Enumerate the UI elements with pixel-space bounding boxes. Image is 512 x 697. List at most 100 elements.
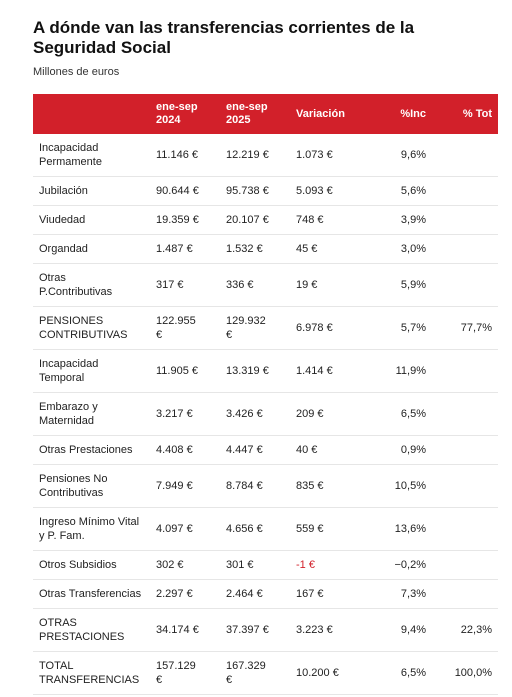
table-cell: 301 € xyxy=(222,550,292,580)
table-cell xyxy=(430,349,498,393)
table-cell: 2.464 € xyxy=(222,579,292,609)
table-cell: 45 € xyxy=(292,234,375,264)
table-cell: 3,9% xyxy=(375,205,430,235)
table-row: Incapacidad Temporal 11.905 €13.319 €1.41… xyxy=(33,349,498,393)
table-cell: Otras Transferencias xyxy=(33,579,152,609)
table-row: Viudedad 19.359 €20.107 €748 €3,9% xyxy=(33,205,498,235)
table-cell: Otras P.Contributivas xyxy=(33,263,152,307)
table-row: Pensiones No Contributivas 7.949 €8.784 €… xyxy=(33,464,498,508)
table-cell xyxy=(430,464,498,508)
table-row: Otras Prestaciones 4.408 €4.447 €40 €0,9% xyxy=(33,435,498,465)
table-cell: TOTAL TRANSFERENCIAS xyxy=(33,651,152,695)
table-cell xyxy=(430,134,498,177)
table-cell: 7,3% xyxy=(375,579,430,609)
table-cell: 6,5% xyxy=(375,651,430,695)
column-header: ene-sep 2024 xyxy=(152,94,222,134)
table-cell: 6.978 € xyxy=(292,306,375,350)
table-cell: 11,9% xyxy=(375,349,430,393)
table-cell: 13.319 € xyxy=(222,349,292,393)
table-cell: 77,7% xyxy=(430,306,498,350)
title: A dónde van las transferencias corriente… xyxy=(33,18,415,57)
table-cell: 40 € xyxy=(292,435,375,465)
table-cell xyxy=(430,176,498,206)
table-cell: 5.093 € xyxy=(292,176,375,206)
table-cell: 1.487 € xyxy=(152,234,222,264)
table-cell xyxy=(430,550,498,580)
table-cell: 559 € xyxy=(292,507,375,551)
table-cell: 748 € xyxy=(292,205,375,235)
table-cell: 8.784 € xyxy=(222,464,292,508)
table-cell: Pensiones No Contributivas xyxy=(33,464,152,508)
table-cell: 11.905 € xyxy=(152,349,222,393)
table-cell: −0,2% xyxy=(375,550,430,580)
table-cell: 4.408 € xyxy=(152,435,222,465)
table-cell: 4.447 € xyxy=(222,435,292,465)
table-cell: 167 € xyxy=(292,579,375,609)
table-cell: 22,3% xyxy=(430,608,498,652)
table-cell: OTRAS PRESTACIONES xyxy=(33,608,152,652)
table-cell: Organdad xyxy=(33,234,152,264)
table-cell: 317 € xyxy=(152,263,222,307)
table-cell xyxy=(430,507,498,551)
header-row: ene-sep 2024 ene-sep 2025 Variación %Inc% T… xyxy=(33,94,498,134)
table-cell: 6,5% xyxy=(375,392,430,436)
table-cell: 5,7% xyxy=(375,306,430,350)
column-header: %Inc xyxy=(375,94,430,134)
table-cell: 302 € xyxy=(152,550,222,580)
table-cell: Incapacidad Temporal xyxy=(33,349,152,393)
table-cell: 5,9% xyxy=(375,263,430,307)
subtitle: Millones de euros xyxy=(33,66,120,78)
table-cell: 11.146 € xyxy=(152,134,222,177)
table-cell xyxy=(430,205,498,235)
table-cell: Embarazo y Maternidad xyxy=(33,392,152,436)
table-row: Otras Transferencias 2.297 €2.464 €167 €7… xyxy=(33,579,498,609)
table-row: Otras P.Contributivas 317 €336 €19 €5,9% xyxy=(33,263,498,307)
table-cell: 122.955 € xyxy=(152,306,222,350)
table-cell: 13,6% xyxy=(375,507,430,551)
table-cell: 9,6% xyxy=(375,134,430,177)
table-cell: 3,0% xyxy=(375,234,430,264)
table-cell: 19.359 € xyxy=(152,205,222,235)
column-header: % Tot xyxy=(430,94,498,134)
table-row: OTRAS PRESTACIONES 34.174 €37.397 €3.223 … xyxy=(33,608,498,652)
table-row: Incapacidad Permamente 11.146 €12.219 €1.… xyxy=(33,134,498,177)
table-cell: Ingreso Mínimo Vital y P. Fam. xyxy=(33,507,152,551)
table-cell: Incapacidad Permamente xyxy=(33,134,152,177)
table-row: Embarazo y Maternidad 3.217 €3.426 €209 €… xyxy=(33,392,498,436)
table-row: Jubilación 90.644 €95.738 €5.093 €5,6% xyxy=(33,176,498,206)
table-cell: 34.174 € xyxy=(152,608,222,652)
table-cell: 4.656 € xyxy=(222,507,292,551)
table-cell: 336 € xyxy=(222,263,292,307)
table-row: TOTAL TRANSFERENCIAS 157.129 €167.329 €10… xyxy=(33,651,498,695)
table-row: Organdad 1.487 €1.532 €45 €3,0% xyxy=(33,234,498,264)
table-cell: Otros Subsidios xyxy=(33,550,152,580)
table-cell: Viudedad xyxy=(33,205,152,235)
table-cell xyxy=(430,234,498,264)
table-cell: 1.414 € xyxy=(292,349,375,393)
table-cell xyxy=(430,579,498,609)
table-row: Otros Subsidios 302 €301 € -1 € −0,2% xyxy=(33,550,498,580)
table-cell: 37.397 € xyxy=(222,608,292,652)
column-header: ene-sep 2025 xyxy=(222,94,292,134)
table-cell: 1.532 € xyxy=(222,234,292,264)
table-cell: 209 € xyxy=(292,392,375,436)
table-cell: 4.097 € xyxy=(152,507,222,551)
table-cell: 5,6% xyxy=(375,176,430,206)
table-cell xyxy=(430,435,498,465)
table-cell xyxy=(430,263,498,307)
table-cell: 100,0% xyxy=(430,651,498,695)
table-cell: 7.949 € xyxy=(152,464,222,508)
data-table: ene-sep 2024 ene-sep 2025 Variación %Inc% T… xyxy=(33,94,498,695)
table-cell: 3.223 € xyxy=(292,608,375,652)
column-header xyxy=(33,94,152,134)
table-cell: Jubilación xyxy=(33,176,152,206)
table-cell: 835 € xyxy=(292,464,375,508)
table-cell: 9,4% xyxy=(375,608,430,652)
table-cell: 2.297 € xyxy=(152,579,222,609)
table-row: PENSIONES CONTRIBUTIVAS 122.955 €129.932 … xyxy=(33,306,498,350)
table-cell: 157.129 € xyxy=(152,651,222,695)
table-cell: PENSIONES CONTRIBUTIVAS xyxy=(33,306,152,350)
table-cell: 19 € xyxy=(292,263,375,307)
table-cell: 0,9% xyxy=(375,435,430,465)
